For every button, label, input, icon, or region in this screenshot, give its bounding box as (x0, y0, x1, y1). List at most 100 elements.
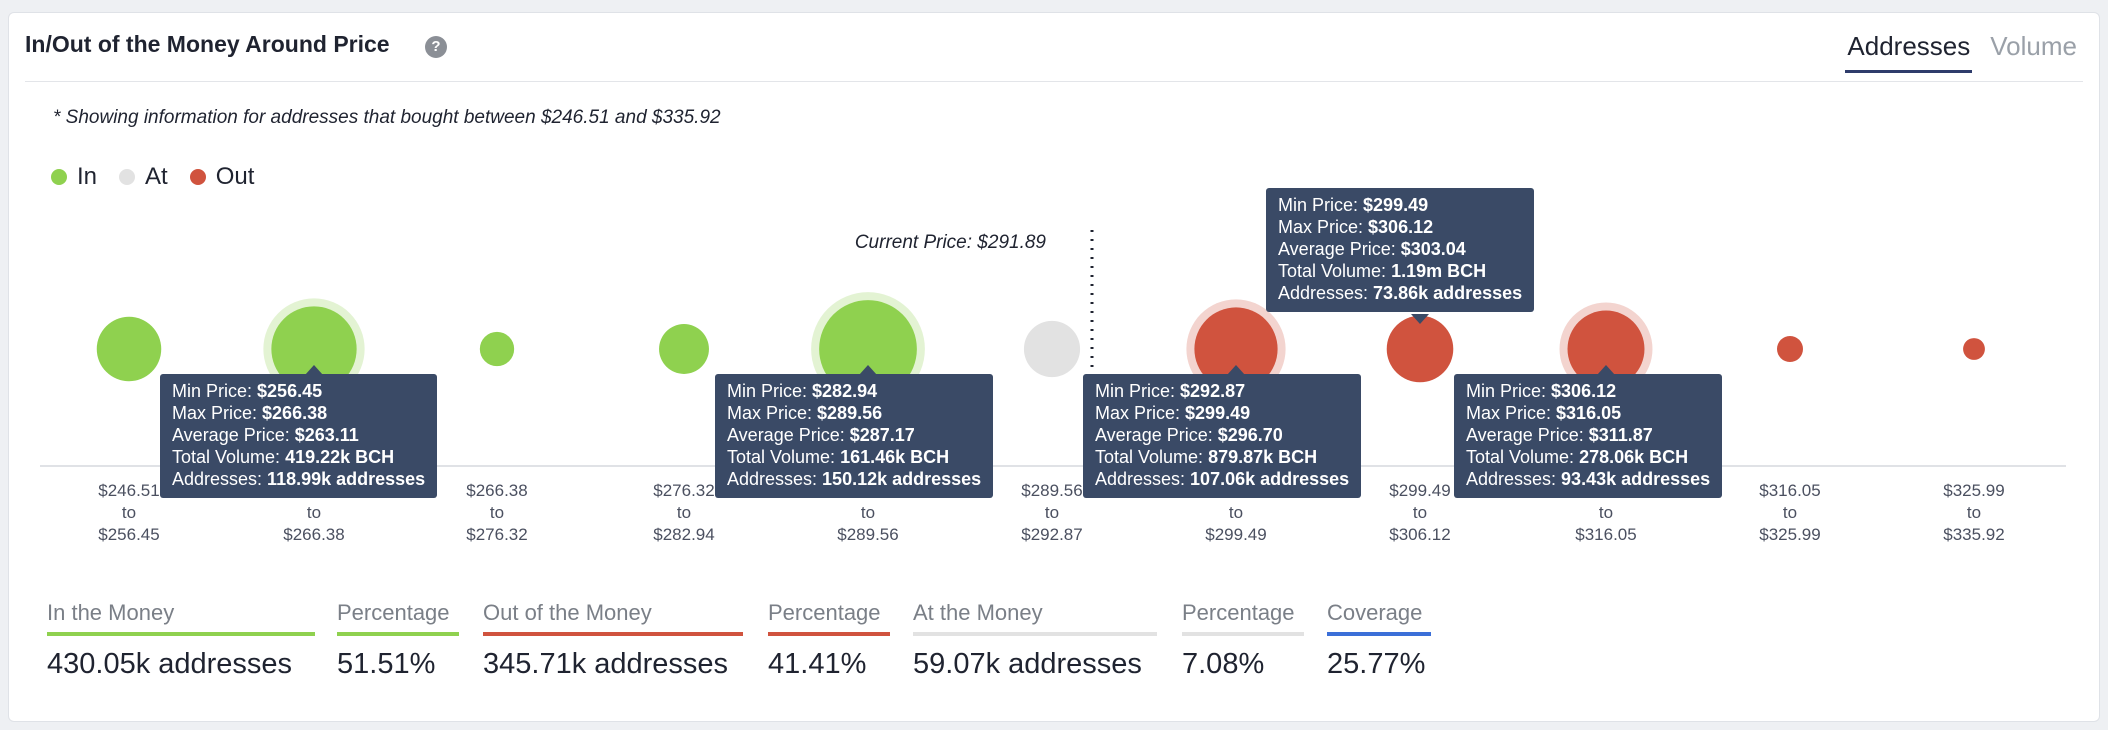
stat-in-the-money: In the Money 430.05k addresses (47, 600, 315, 681)
stat-value: 59.07k addresses (913, 648, 1142, 680)
tip-value: $289.56 (817, 403, 883, 423)
tip-value: $306.12 (1368, 217, 1434, 237)
stat-label: In the Money (47, 600, 315, 636)
tip-label: Addresses: (1095, 469, 1191, 489)
legend-item-in[interactable]: In (51, 163, 97, 191)
stat-label: At the Money (913, 600, 1157, 636)
bubble-out (1777, 336, 1803, 362)
stat-label: Percentage (768, 600, 890, 636)
tip-value: 107.06k addresses (1190, 469, 1350, 489)
tip-value: $292.87 (1180, 381, 1246, 401)
x-tick-label: to (1967, 503, 1981, 522)
tip-label: Max Price: (727, 403, 818, 423)
stat-coverage: Coverage 25.77% (1327, 600, 1431, 681)
bubble-tooltip: Min Price: $306.12 Max Price: $316.05 Aver… (1454, 374, 1723, 498)
tip-value: 150.12k addresses (822, 469, 982, 489)
tip-value: 278.06k BCH (1579, 447, 1689, 467)
tip-min-price: Min Price: $306.12 (1466, 380, 1710, 402)
legend-label-out: Out (215, 163, 255, 190)
legend-item-at[interactable]: At (119, 163, 168, 191)
bubble-in (819, 300, 917, 398)
x-tick-label: $289.56 (1021, 481, 1082, 500)
x-tick-label: $246.51 (98, 481, 159, 500)
view-tabs: Addresses Volume (1845, 31, 2079, 73)
range-note: * Showing information for addresses that… (53, 107, 721, 128)
help-icon[interactable]: ? (425, 36, 447, 58)
tip-value: 93.43k addresses (1561, 469, 1711, 489)
stat-at-percentage: Percentage 7.08% (1182, 600, 1304, 681)
stat-label: Percentage (337, 600, 459, 636)
tip-value: $282.94 (812, 381, 878, 401)
tip-max-price: Max Price: $299.49 (1095, 402, 1349, 424)
tip-label: Total Volume: (727, 447, 841, 467)
tooltip-pointer (1227, 365, 1245, 375)
tip-label: Average Price: (1095, 425, 1218, 445)
stat-value: 345.71k addresses (483, 648, 729, 680)
tip-value: $299.49 (1185, 403, 1251, 423)
tip-label: Max Price: (1278, 217, 1369, 237)
bubble-out (1194, 307, 1278, 391)
legend-dot-in (51, 169, 67, 185)
legend-item-out[interactable]: Out (189, 163, 255, 191)
tip-label: Min Price: (1466, 381, 1552, 401)
x-tick-label: $256.45 (98, 525, 159, 544)
tip-value: $287.17 (849, 425, 915, 445)
tip-label: Total Volume: (1278, 261, 1392, 281)
tip-max-price: Max Price: $316.05 (1466, 402, 1710, 424)
tip-value: 879.87k BCH (1208, 447, 1318, 467)
tip-value: $296.70 (1217, 425, 1283, 445)
current-price-label: Current Price: $291.89 (855, 232, 1047, 253)
tip-total-volume: Total Volume: 879.87k BCH (1095, 446, 1349, 468)
bubble-tooltip: Min Price: $256.45 Max Price: $266.38 Aver… (160, 374, 438, 498)
tip-addresses: Addresses: 150.12k addresses (727, 468, 981, 490)
x-tick-label: $325.99 (1759, 525, 1820, 544)
x-tick-label: $266.38 (466, 481, 527, 500)
tip-value: $303.04 (1400, 239, 1466, 259)
page-title: In/Out of the Money Around Price (25, 31, 390, 57)
tip-min-price: Min Price: $256.45 (172, 380, 425, 402)
tip-average-price: Average Price: $303.04 (1278, 238, 1522, 260)
stat-at-the-money: At the Money 59.07k addresses (913, 600, 1157, 681)
stat-label: Percentage (1182, 600, 1304, 636)
stat-value: 25.77% (1327, 648, 1426, 680)
bubble-out (1963, 338, 1985, 360)
tip-value: $311.87 (1588, 425, 1653, 445)
bubble-tooltip: Min Price: $292.87 Max Price: $299.49 Aver… (1083, 374, 1362, 498)
bubble-out (1386, 315, 1454, 383)
stat-value: 430.05k addresses (47, 648, 293, 680)
tip-value: 419.22k BCH (285, 447, 395, 467)
tip-label: Addresses: (172, 469, 268, 489)
tip-total-volume: Total Volume: 161.46k BCH (727, 446, 981, 468)
x-tick-label: $316.05 (1575, 525, 1636, 544)
stat-value: 7.08% (1182, 648, 1265, 680)
tip-value: $266.38 (262, 403, 328, 423)
x-tick-label: $299.49 (1389, 481, 1450, 500)
tip-average-price: Average Price: $263.11 (172, 424, 425, 446)
tip-max-price: Max Price: $266.38 (172, 402, 425, 424)
x-tick-label: $276.32 (653, 481, 714, 500)
x-tick-label: to (1783, 503, 1797, 522)
x-tick-label: $289.56 (837, 525, 898, 544)
header-divider (25, 81, 2083, 82)
tip-addresses: Addresses: 107.06k addresses (1095, 468, 1349, 490)
bubble-tooltip: Min Price: $282.94 Max Price: $289.56 Aver… (715, 374, 994, 498)
tip-label: Max Price: (1466, 403, 1557, 423)
stat-out-percentage: Percentage 41.41% (768, 600, 890, 681)
tab-volume[interactable]: Volume (1990, 31, 2077, 61)
tip-label: Average Price: (1278, 239, 1401, 259)
x-tick-label: to (1229, 503, 1243, 522)
x-tick-label: $335.92 (1943, 525, 2004, 544)
tab-addresses[interactable]: Addresses (1845, 31, 1973, 73)
tip-total-volume: Total Volume: 1.19m BCH (1278, 260, 1522, 282)
tip-value: $263.11 (294, 425, 359, 445)
bubble-out (1567, 310, 1645, 388)
tip-value: 161.46k BCH (840, 447, 950, 467)
tip-min-price: Min Price: $292.87 (1095, 380, 1349, 402)
tip-addresses: Addresses: 118.99k addresses (172, 468, 425, 490)
x-tick-label: to (861, 503, 875, 522)
bubble-in (271, 306, 357, 392)
tip-max-price: Max Price: $306.12 (1278, 216, 1522, 238)
tip-value: 1.19m BCH (1391, 261, 1487, 281)
tip-label: Average Price: (1466, 425, 1589, 445)
tip-label: Min Price: (1278, 195, 1364, 215)
